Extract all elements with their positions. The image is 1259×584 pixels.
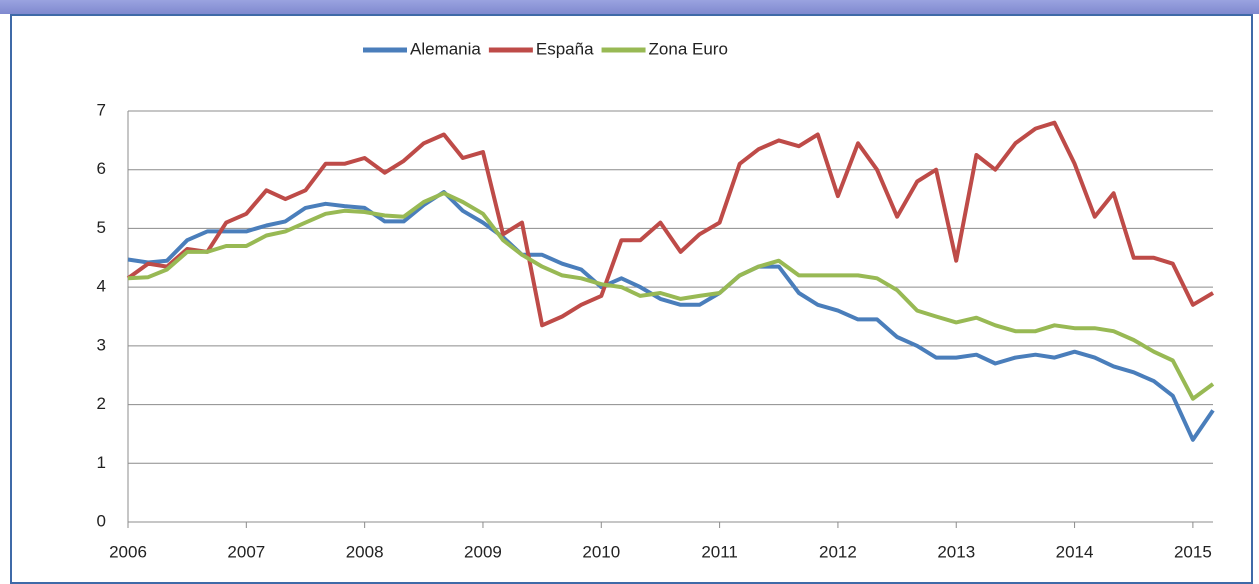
line-series (126, 120, 1215, 328)
x-tick-label: 2015 (1174, 542, 1212, 561)
y-tick-label: 6 (97, 159, 106, 178)
y-tick-label: 3 (97, 335, 106, 354)
y-tick-label: 2 (97, 394, 106, 413)
line-series (127, 191, 1215, 401)
legend-label: Alemania (410, 39, 481, 58)
y-tick-label: 0 (97, 511, 106, 530)
y-tick-label: 4 (97, 277, 106, 296)
x-tick-label: 2009 (464, 542, 502, 561)
x-tick-label: 2007 (227, 542, 265, 561)
x-tick-label: 2013 (937, 542, 975, 561)
y-tick-label: 1 (97, 453, 106, 472)
legend-label: España (536, 39, 594, 58)
x-tick-label: 2014 (1056, 542, 1094, 561)
x-tick-label: 2010 (582, 542, 620, 561)
x-tick-label: 2012 (819, 542, 857, 561)
y-tick-label: 5 (97, 218, 106, 237)
legend-label: Zona Euro (649, 39, 728, 58)
y-tick-label: 7 (97, 100, 106, 119)
chart: 0 1 2 3 4 5 6 7 2006 2007 2008 2009 2010 2011 2012 2013… (97, 39, 1215, 561)
line-series (127, 190, 1215, 442)
x-tick-label: 2011 (701, 542, 738, 561)
x-tick-label: 2008 (346, 542, 384, 561)
x-tick-label: 2006 (109, 542, 147, 561)
chart-frame (10, 14, 1253, 584)
top-bar (0, 0, 1259, 14)
